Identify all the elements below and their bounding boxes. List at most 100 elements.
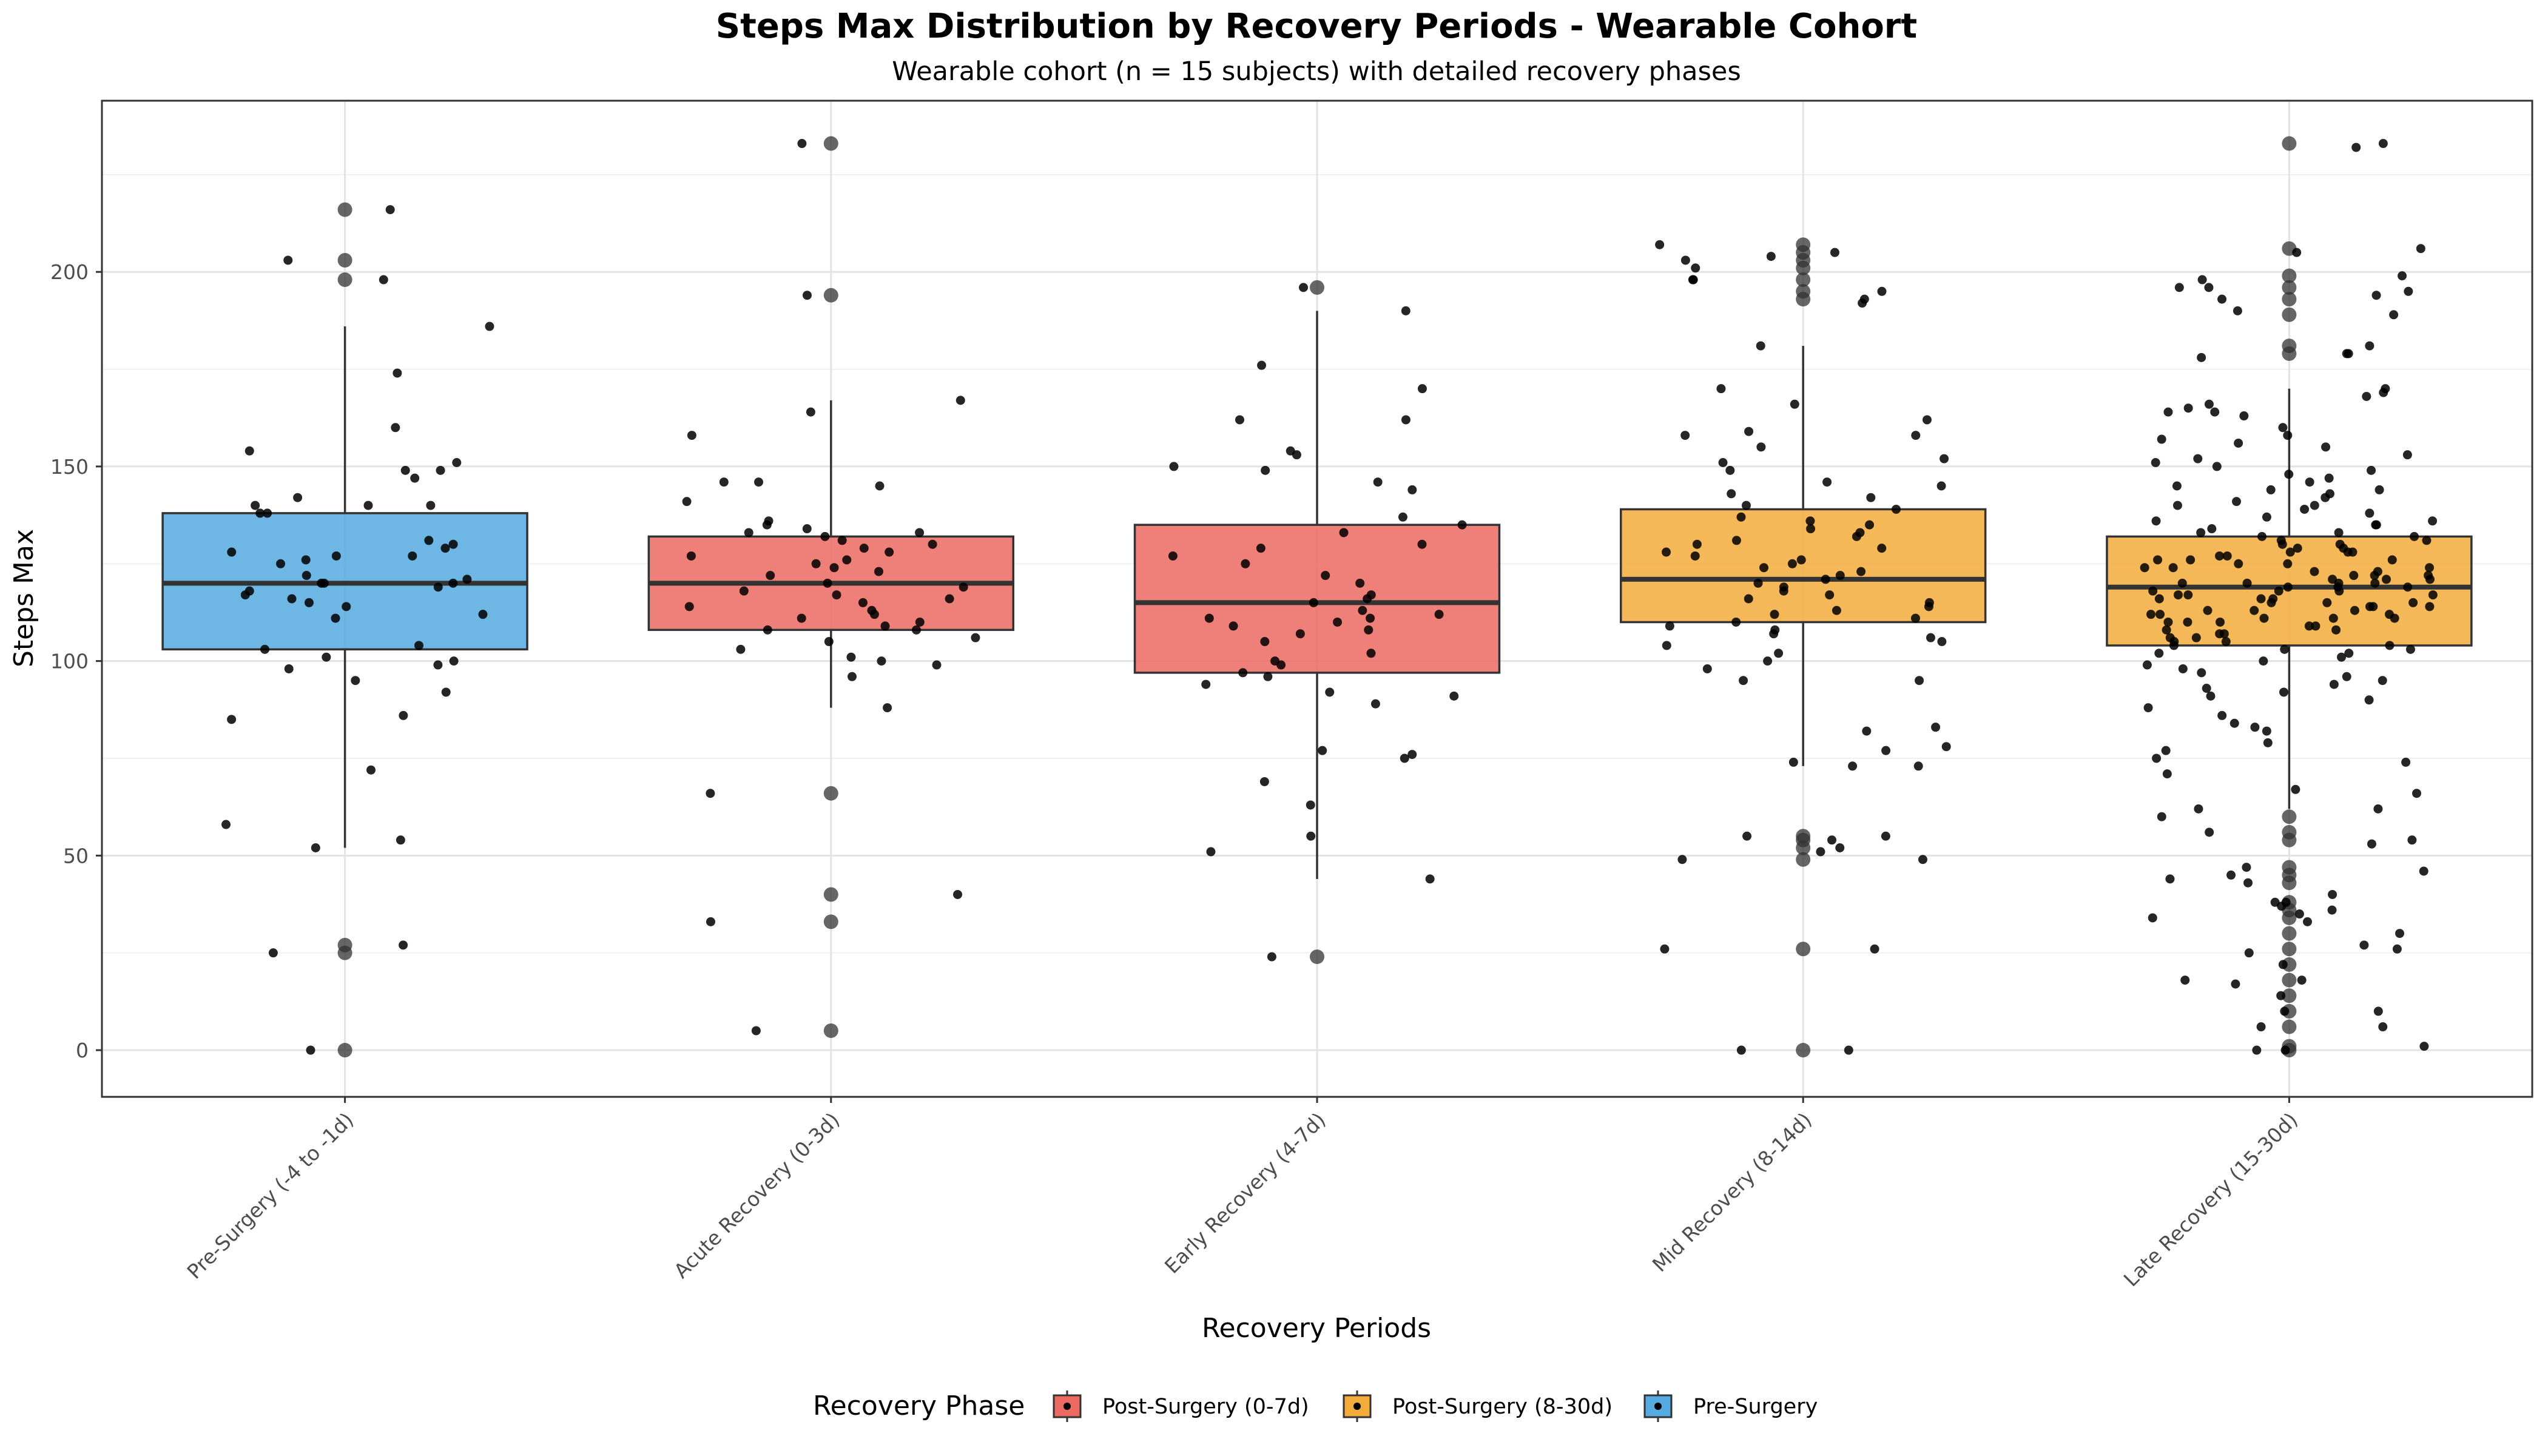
jitter-point xyxy=(1913,761,1923,771)
data-points xyxy=(221,139,2438,1055)
jitter-point xyxy=(811,559,821,568)
jitter-point xyxy=(2280,644,2290,654)
jitter-point xyxy=(2351,143,2361,152)
jitter-point xyxy=(2359,940,2369,950)
jitter-point xyxy=(293,493,303,502)
jitter-point xyxy=(2390,613,2399,623)
jitter-point xyxy=(880,621,890,631)
outlier-point xyxy=(2282,832,2297,848)
jitter-point xyxy=(739,586,749,596)
jitter-point xyxy=(2146,610,2155,619)
jitter-point xyxy=(2278,960,2288,969)
jitter-point xyxy=(2331,625,2341,635)
y-tick-label: 100 xyxy=(50,650,89,673)
jitter-point xyxy=(1276,660,1286,670)
jitter-point xyxy=(763,625,772,635)
jitter-point xyxy=(1922,415,1932,425)
jitter-point xyxy=(1256,544,1266,553)
legend: Recovery Phase Post-Surgery (0-7d) Post-S… xyxy=(813,1390,1818,1422)
jitter-point xyxy=(956,396,965,405)
jitter-point xyxy=(1702,664,1712,673)
jitter-point xyxy=(1770,610,1779,619)
jitter-point xyxy=(1870,944,1879,954)
jitter-point xyxy=(829,563,839,573)
jitter-point xyxy=(2217,710,2227,720)
jitter-point xyxy=(433,582,443,592)
jitter-point xyxy=(2382,575,2391,584)
jitter-point xyxy=(2177,578,2187,588)
jitter-point xyxy=(283,255,293,265)
jitter-point xyxy=(2152,753,2162,763)
jitter-point xyxy=(2283,431,2293,440)
jitter-point xyxy=(2324,473,2334,483)
legend-item: Pre-Surgery xyxy=(1643,1390,1818,1422)
jitter-point xyxy=(762,520,772,530)
jitter-point xyxy=(1417,539,1427,549)
legend-key-point xyxy=(1353,1403,1361,1410)
jitter-point xyxy=(2405,644,2415,654)
jitter-point xyxy=(2263,738,2273,747)
jitter-point xyxy=(2392,944,2402,954)
jitter-point xyxy=(1822,477,1832,487)
jitter-point xyxy=(2157,434,2166,444)
jitter-point xyxy=(276,559,286,568)
x-axis-label: Recovery Periods xyxy=(1202,1313,1431,1344)
jitter-point xyxy=(2292,248,2302,257)
jitter-point xyxy=(1779,586,1788,596)
jitter-point xyxy=(2349,571,2359,581)
box xyxy=(1133,524,1501,674)
jitter-point xyxy=(687,431,696,440)
jitter-point xyxy=(2291,784,2300,794)
jitter-point xyxy=(915,617,925,627)
jitter-point xyxy=(2395,929,2405,939)
jitter-point xyxy=(2334,586,2344,596)
jitter-point xyxy=(2142,660,2152,670)
jitter-point xyxy=(823,578,832,588)
jitter-point xyxy=(869,610,879,619)
jitter-point xyxy=(928,539,937,549)
jitter-point xyxy=(2280,1045,2290,1055)
jitter-point xyxy=(2259,656,2268,666)
jitter-point xyxy=(2226,870,2236,880)
jitter-point xyxy=(832,590,841,600)
jitter-point xyxy=(2305,477,2314,487)
jitter-point xyxy=(2428,516,2438,526)
outlier-point xyxy=(1796,292,1811,307)
legend-title: Recovery Phase xyxy=(813,1390,1025,1421)
jitter-point xyxy=(2197,275,2207,285)
jitter-point xyxy=(2252,1045,2262,1055)
jitter-point xyxy=(2385,641,2395,650)
jitter-point xyxy=(385,205,395,215)
jitter-point xyxy=(2214,551,2224,561)
outlier-point xyxy=(1796,260,1811,275)
jitter-point xyxy=(2276,991,2286,1000)
outlier-point xyxy=(337,272,352,288)
jitter-point xyxy=(2310,567,2319,576)
jitter-point xyxy=(2407,835,2417,845)
jitter-point xyxy=(2285,547,2295,557)
jitter-point xyxy=(1936,481,1946,491)
jitter-point xyxy=(2206,691,2216,701)
jitter-point xyxy=(304,598,314,607)
jitter-point xyxy=(1309,598,1318,607)
outlier-point xyxy=(1796,942,1811,957)
jitter-point xyxy=(1228,621,1238,631)
outlier-point xyxy=(2282,292,2297,307)
jitter-point xyxy=(448,578,458,588)
jitter-point xyxy=(824,637,834,647)
jitter-point xyxy=(440,544,450,553)
jitter-point xyxy=(2155,610,2165,619)
outlier-point xyxy=(2282,926,2297,941)
jitter-point xyxy=(1655,240,1665,249)
jitter-point xyxy=(2277,539,2287,549)
outlier-point xyxy=(2282,307,2297,322)
jitter-point xyxy=(311,843,320,852)
jitter-point xyxy=(2163,617,2173,627)
jitter-point xyxy=(1449,691,1459,701)
jitter-point xyxy=(2328,889,2337,899)
jitter-point xyxy=(1759,563,1769,573)
outlier-point xyxy=(1310,949,1324,965)
jitter-point xyxy=(379,275,388,285)
jitter-point xyxy=(1718,458,1728,468)
